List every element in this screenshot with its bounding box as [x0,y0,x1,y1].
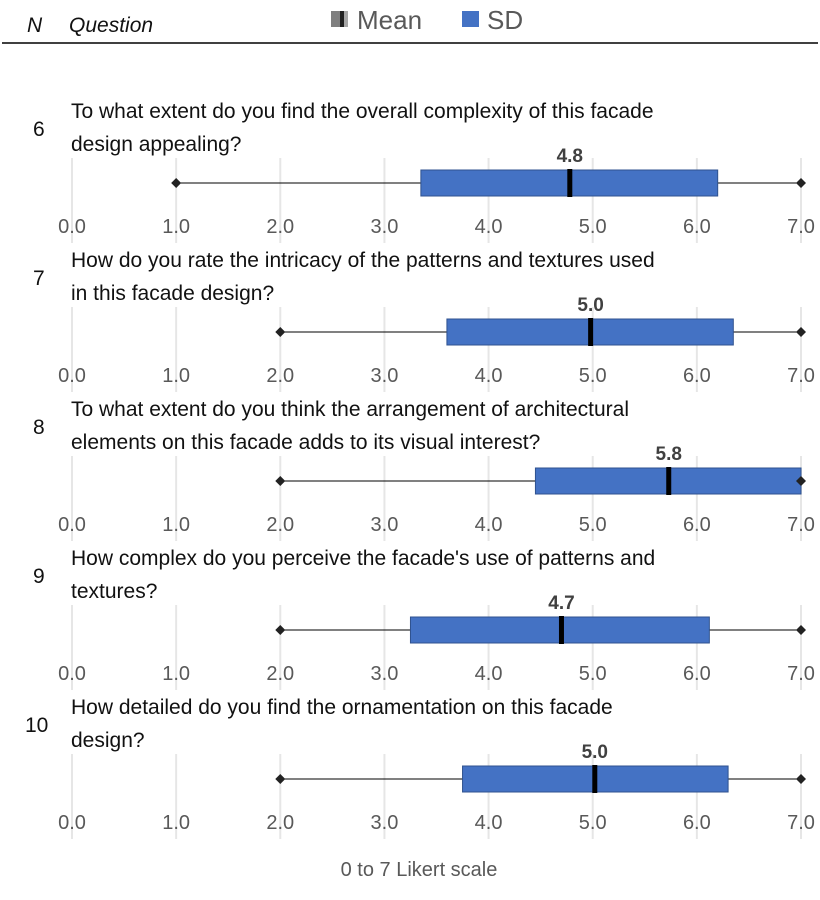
x-tick-label: 7.0 [787,663,815,685]
x-tick-label: 5.0 [579,812,607,834]
x-tick-label: 4.0 [475,812,503,834]
mean-marker [666,467,672,495]
x-tick-label: 0.0 [58,216,86,238]
x-tick-label: 5.0 [579,216,607,238]
x-tick-label: 7.0 [787,514,815,536]
x-tick-label: 1.0 [162,365,190,387]
mean-value-label: 5.8 [656,444,682,465]
mean-marker [558,616,564,644]
legend: Mean SD [331,5,523,35]
x-tick-label: 6.0 [683,514,711,536]
question-number: 8 [33,416,45,439]
x-tick-label: 1.0 [162,663,190,685]
mean-value-label: 5.0 [582,742,608,763]
question-number: 7 [33,267,45,290]
x-tick-label: 0.0 [58,365,86,387]
x-tick-label: 1.0 [162,812,190,834]
mean-marker [567,169,573,197]
x-tick-label: 4.0 [475,663,503,685]
x-tick-label: 2.0 [266,663,294,685]
question-row-9: 9 How complex do you perceive the facade'… [33,547,815,690]
max-marker [796,178,806,188]
max-marker [796,327,806,337]
min-marker [275,476,286,486]
x-tick-label: 0.0 [58,663,86,685]
mean-marker [588,318,594,346]
x-tick-label: 5.0 [579,514,607,536]
legend-item-mean: Mean [331,5,422,35]
max-marker [796,774,806,784]
min-marker [171,178,182,188]
mean-value-label: 4.7 [548,593,574,614]
question-text-line: To what extent do you find the overall c… [71,100,654,123]
chart-header: N Question [2,14,818,44]
header-question-label: Question [69,14,153,37]
legend-label-mean: Mean [357,5,422,35]
x-tick-label: 1.0 [162,514,190,536]
question-row-6: 6 To what extent do you find the overall … [33,100,815,243]
x-tick-label: 3.0 [371,663,399,685]
question-text-line: in this facade design? [71,282,274,305]
mean-marker-icon-center [340,11,344,27]
question-number: 6 [33,118,45,141]
question-number: 10 [25,714,48,737]
sd-box-icon [462,11,479,27]
question-row-10: 10 How detailed do you find the ornamenta… [25,696,815,839]
question-row-8: 8 To what extent do you think the arrange… [33,398,815,541]
question-number: 9 [33,565,45,588]
question-row-7: 7 How do you rate the intricacy of the pa… [33,249,815,392]
header-n-label: N [27,14,43,37]
mean-marker-icon [331,11,340,27]
x-tick-label: 1.0 [162,216,190,238]
x-tick-label: 2.0 [266,514,294,536]
x-tick-label: 4.0 [475,365,503,387]
min-marker [275,625,286,635]
question-text-line: How do you rate the intricacy of the pat… [71,249,655,272]
x-tick-label: 7.0 [787,216,815,238]
x-tick-label: 5.0 [579,663,607,685]
max-marker [796,625,806,635]
x-tick-label: 2.0 [266,216,294,238]
question-text-line: textures? [71,580,157,603]
x-tick-label: 3.0 [371,216,399,238]
min-marker [275,774,286,784]
x-tick-label: 4.0 [475,514,503,536]
legend-item-sd: SD [462,5,523,35]
min-marker [275,327,286,337]
x-tick-label: 0.0 [58,812,86,834]
question-text-line: To what extent do you think the arrangem… [71,398,629,421]
question-text-line: design appealing? [71,133,241,156]
max-marker [796,476,806,486]
mean-marker-icon-right [344,11,348,27]
legend-label-sd: SD [487,5,523,35]
x-tick-label: 7.0 [787,365,815,387]
x-tick-label: 2.0 [266,365,294,387]
x-tick-label: 7.0 [787,812,815,834]
x-tick-label: 4.0 [475,216,503,238]
x-tick-label: 6.0 [683,812,711,834]
question-text-line: elements on this facade adds to its visu… [71,431,540,454]
chart-rows: 6 To what extent do you find the overall … [25,100,815,839]
question-text-line: How detailed do you find the ornamentati… [71,696,613,719]
x-tick-label: 3.0 [371,365,399,387]
question-text-line: design? [71,729,145,752]
mean-marker [592,765,598,793]
mean-value-label: 4.8 [557,146,583,167]
question-text-line: How complex do you perceive the facade's… [71,547,655,570]
x-tick-label: 6.0 [683,663,711,685]
x-tick-label: 0.0 [58,514,86,536]
x-tick-label: 3.0 [371,812,399,834]
x-tick-label: 5.0 [579,365,607,387]
x-tick-label: 2.0 [266,812,294,834]
x-tick-label: 6.0 [683,216,711,238]
mean-value-label: 5.0 [577,295,603,316]
x-tick-label: 3.0 [371,514,399,536]
x-axis-title: 0 to 7 Likert scale [341,859,498,881]
x-tick-label: 6.0 [683,365,711,387]
